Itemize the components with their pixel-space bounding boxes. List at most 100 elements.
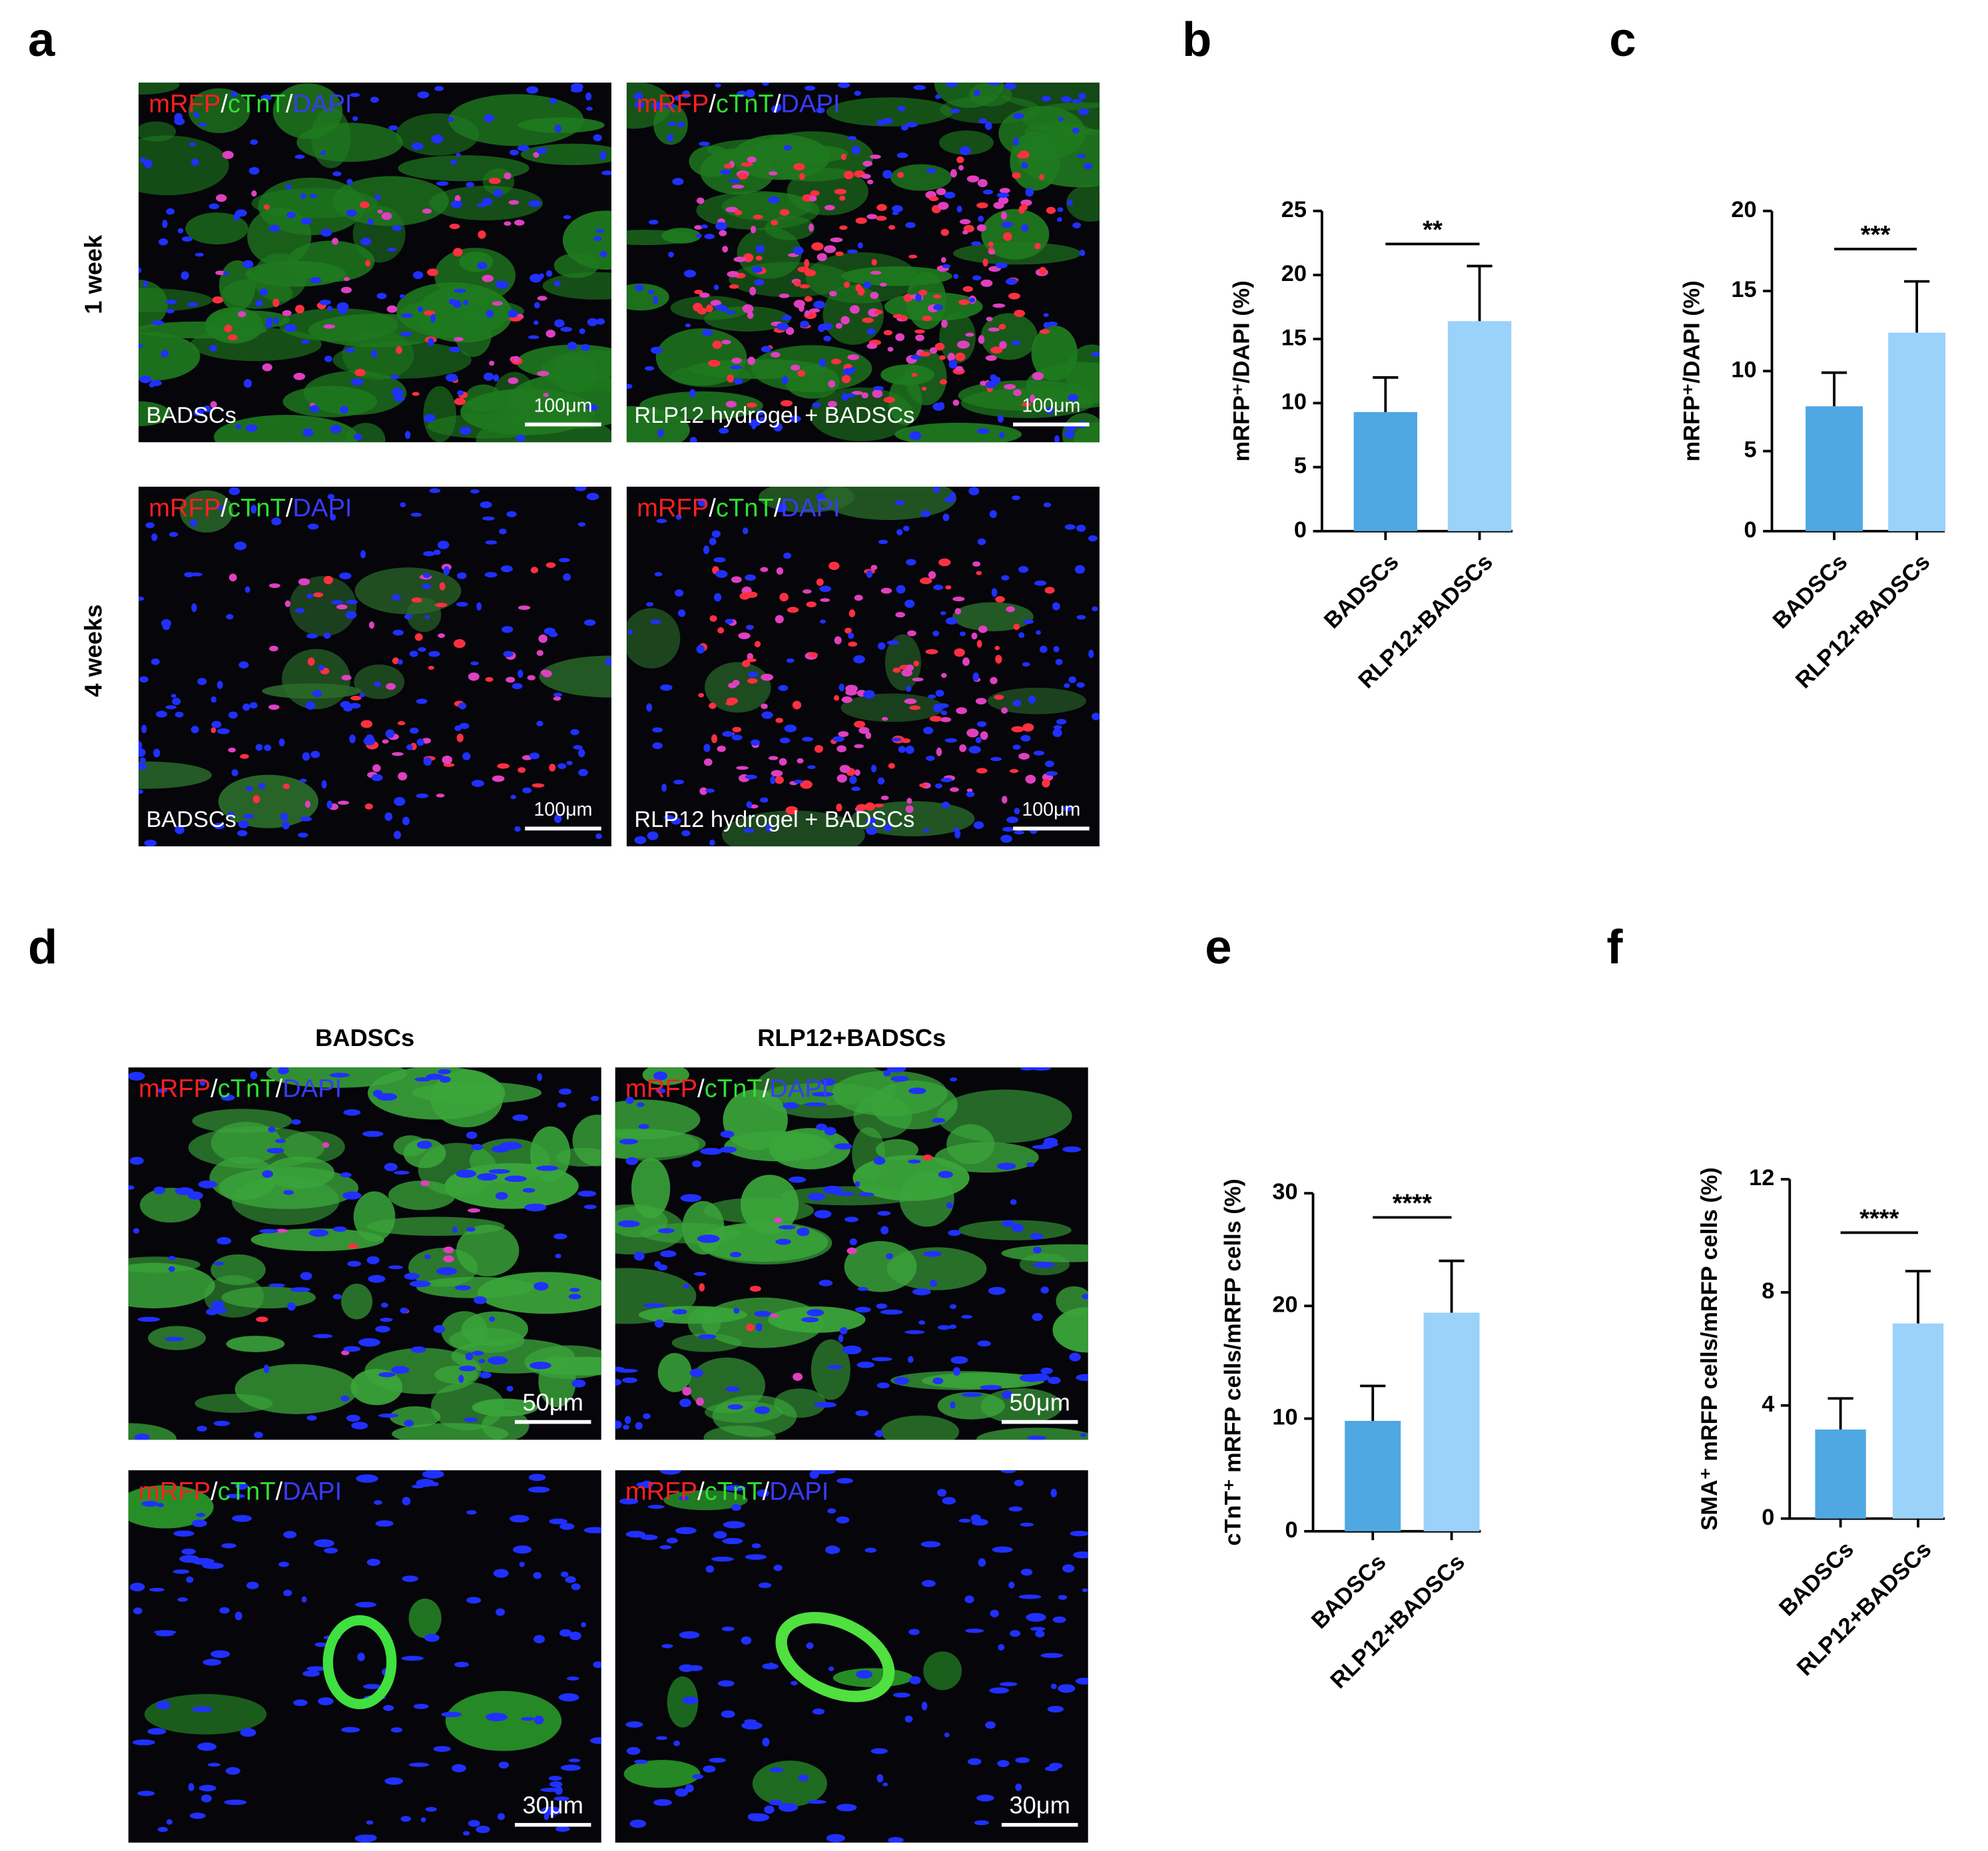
nucleus <box>187 302 198 307</box>
tissue <box>289 576 357 637</box>
cell-red <box>966 728 979 738</box>
nucleus <box>657 1264 668 1271</box>
cell-red <box>224 324 232 333</box>
nucleus <box>402 1497 411 1505</box>
nucleus <box>870 1748 888 1754</box>
panel-letter: c <box>1609 13 1636 67</box>
nucleus <box>486 1713 507 1722</box>
scale-label: 50μm <box>1010 1389 1070 1416</box>
nucleus <box>966 791 975 798</box>
nucleus <box>679 1631 700 1639</box>
cell-red <box>443 1255 455 1263</box>
cell-red <box>938 558 951 567</box>
bar <box>1806 406 1863 531</box>
tissue <box>188 88 250 133</box>
tissue <box>890 1371 1032 1390</box>
nucleus <box>563 573 571 581</box>
nucleus <box>876 1774 884 1783</box>
cell-red <box>940 717 952 722</box>
nucleus <box>565 1576 576 1583</box>
cell-red <box>876 204 887 211</box>
nucleus <box>682 90 691 99</box>
tissue <box>752 1760 827 1807</box>
nucleus <box>725 619 734 624</box>
nucleus <box>711 1556 734 1562</box>
nucleus <box>1056 718 1067 725</box>
nucleus <box>1091 352 1100 357</box>
nucleus <box>814 1402 837 1408</box>
nucleus <box>652 727 663 732</box>
nucleus <box>190 726 199 734</box>
cell-red <box>975 698 987 704</box>
nucleus <box>873 1157 886 1165</box>
tissue <box>562 210 612 270</box>
cell-red <box>908 254 918 259</box>
scale-label: 100μm <box>1022 395 1080 416</box>
cell-red <box>1011 726 1024 732</box>
nucleus <box>1064 682 1070 688</box>
nucleus <box>1014 1479 1024 1487</box>
cell-red <box>956 707 968 714</box>
nucleus <box>1001 221 1013 228</box>
y-tick-label: 10 <box>1272 1405 1297 1430</box>
nucleus <box>431 134 444 144</box>
cell-red <box>971 633 978 640</box>
nucleus <box>755 1323 763 1332</box>
y-axis-title: SMA⁺ mRFP cells/mRFP cells (%) <box>1697 1167 1722 1531</box>
tissue <box>144 1694 267 1734</box>
nucleus <box>470 661 479 666</box>
nucleus <box>388 1265 404 1270</box>
nucleus <box>416 738 425 746</box>
nucleus <box>391 388 404 397</box>
nucleus <box>430 1481 439 1487</box>
nucleus <box>722 731 734 737</box>
nucleus <box>417 1141 432 1149</box>
nucleus <box>720 1131 735 1138</box>
nucleus <box>968 746 981 754</box>
scale-label: 100μm <box>1022 799 1080 820</box>
nucleus <box>190 519 198 527</box>
nucleus <box>400 1816 411 1822</box>
tissue <box>953 242 1082 265</box>
stain-part: DAPI <box>781 493 840 522</box>
nucleus <box>952 1367 961 1376</box>
nucleus <box>456 152 461 157</box>
significance-label: **** <box>1393 1189 1433 1217</box>
nucleus <box>595 228 605 233</box>
nucleus <box>483 372 494 381</box>
nucleus <box>1043 313 1049 318</box>
bar <box>1423 1312 1480 1531</box>
cell-red <box>341 1350 350 1356</box>
nucleus <box>938 703 949 708</box>
cell-red <box>994 694 1004 700</box>
nucleus <box>976 428 990 434</box>
nucleus <box>697 1234 720 1243</box>
cell-red <box>298 578 310 586</box>
nucleus <box>172 1569 190 1574</box>
cell-red <box>977 178 988 188</box>
nucleus <box>200 1794 212 1802</box>
nucleus <box>975 737 982 744</box>
nucleus <box>858 1192 874 1197</box>
cell-red <box>956 340 970 349</box>
nucleus <box>1012 744 1021 750</box>
nucleus <box>215 505 224 510</box>
nucleus <box>754 1310 771 1317</box>
nucleus <box>883 1069 891 1077</box>
nucleus <box>246 1581 259 1589</box>
nucleus <box>977 538 986 545</box>
nucleus <box>978 118 987 124</box>
nucleus <box>578 748 585 758</box>
cell-red <box>966 788 973 792</box>
nucleus <box>672 178 684 186</box>
nucleus <box>999 1682 1018 1687</box>
cell-red <box>907 630 916 637</box>
cell-red <box>360 720 373 728</box>
nucleus <box>137 1316 161 1322</box>
cell-red <box>492 301 503 306</box>
tissue <box>342 330 414 380</box>
nucleus <box>170 694 176 698</box>
tissue <box>615 1206 668 1238</box>
nucleus <box>942 264 951 268</box>
